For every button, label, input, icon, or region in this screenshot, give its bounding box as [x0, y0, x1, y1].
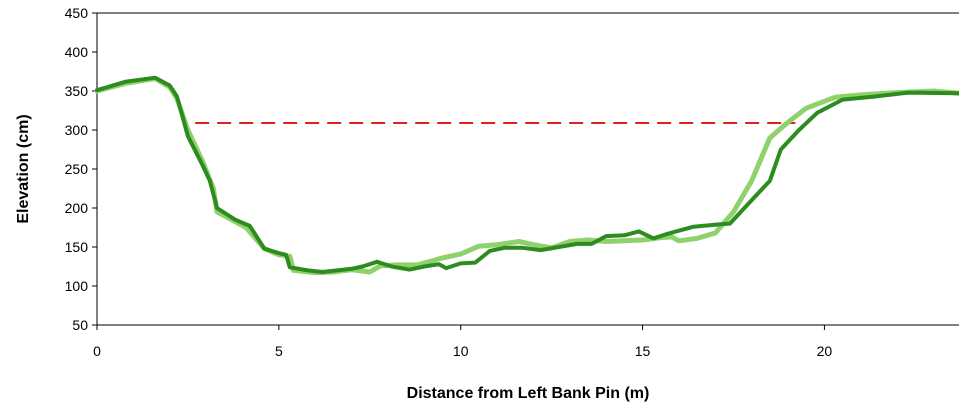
y-tick-label: 300 — [65, 122, 89, 138]
x-tick-label: 15 — [635, 343, 651, 359]
y-tick-label: 350 — [65, 83, 89, 99]
y-tick-label: 50 — [72, 317, 88, 333]
y-tick-label: 400 — [65, 44, 89, 60]
y-tick-label: 200 — [65, 200, 89, 216]
series-1-line — [94, 76, 959, 276]
x-tick-label: 20 — [817, 343, 833, 359]
x-axis-title: Distance from Left Bank Pin (m) — [407, 385, 650, 402]
x-tick-label: 0 — [93, 343, 101, 359]
y-tick-label: 100 — [65, 278, 89, 294]
x-tick-label: 5 — [275, 343, 283, 359]
y-ticks: 50 100 150 200 250 300 350 400 450 — [65, 5, 97, 333]
plot-area — [96, 12, 959, 326]
series-2 — [95, 75, 959, 274]
x-tick-label: 10 — [453, 343, 469, 359]
y-tick-label: 450 — [65, 5, 89, 21]
x-ticks: 0 5 10 15 20 — [93, 325, 832, 359]
series-layer — [94, 75, 959, 276]
y-tick-label: 250 — [65, 161, 89, 177]
y-tick-label: 150 — [65, 239, 89, 255]
y-axis-title: Elevation (cm) — [15, 114, 32, 223]
series-2-line — [95, 75, 959, 274]
